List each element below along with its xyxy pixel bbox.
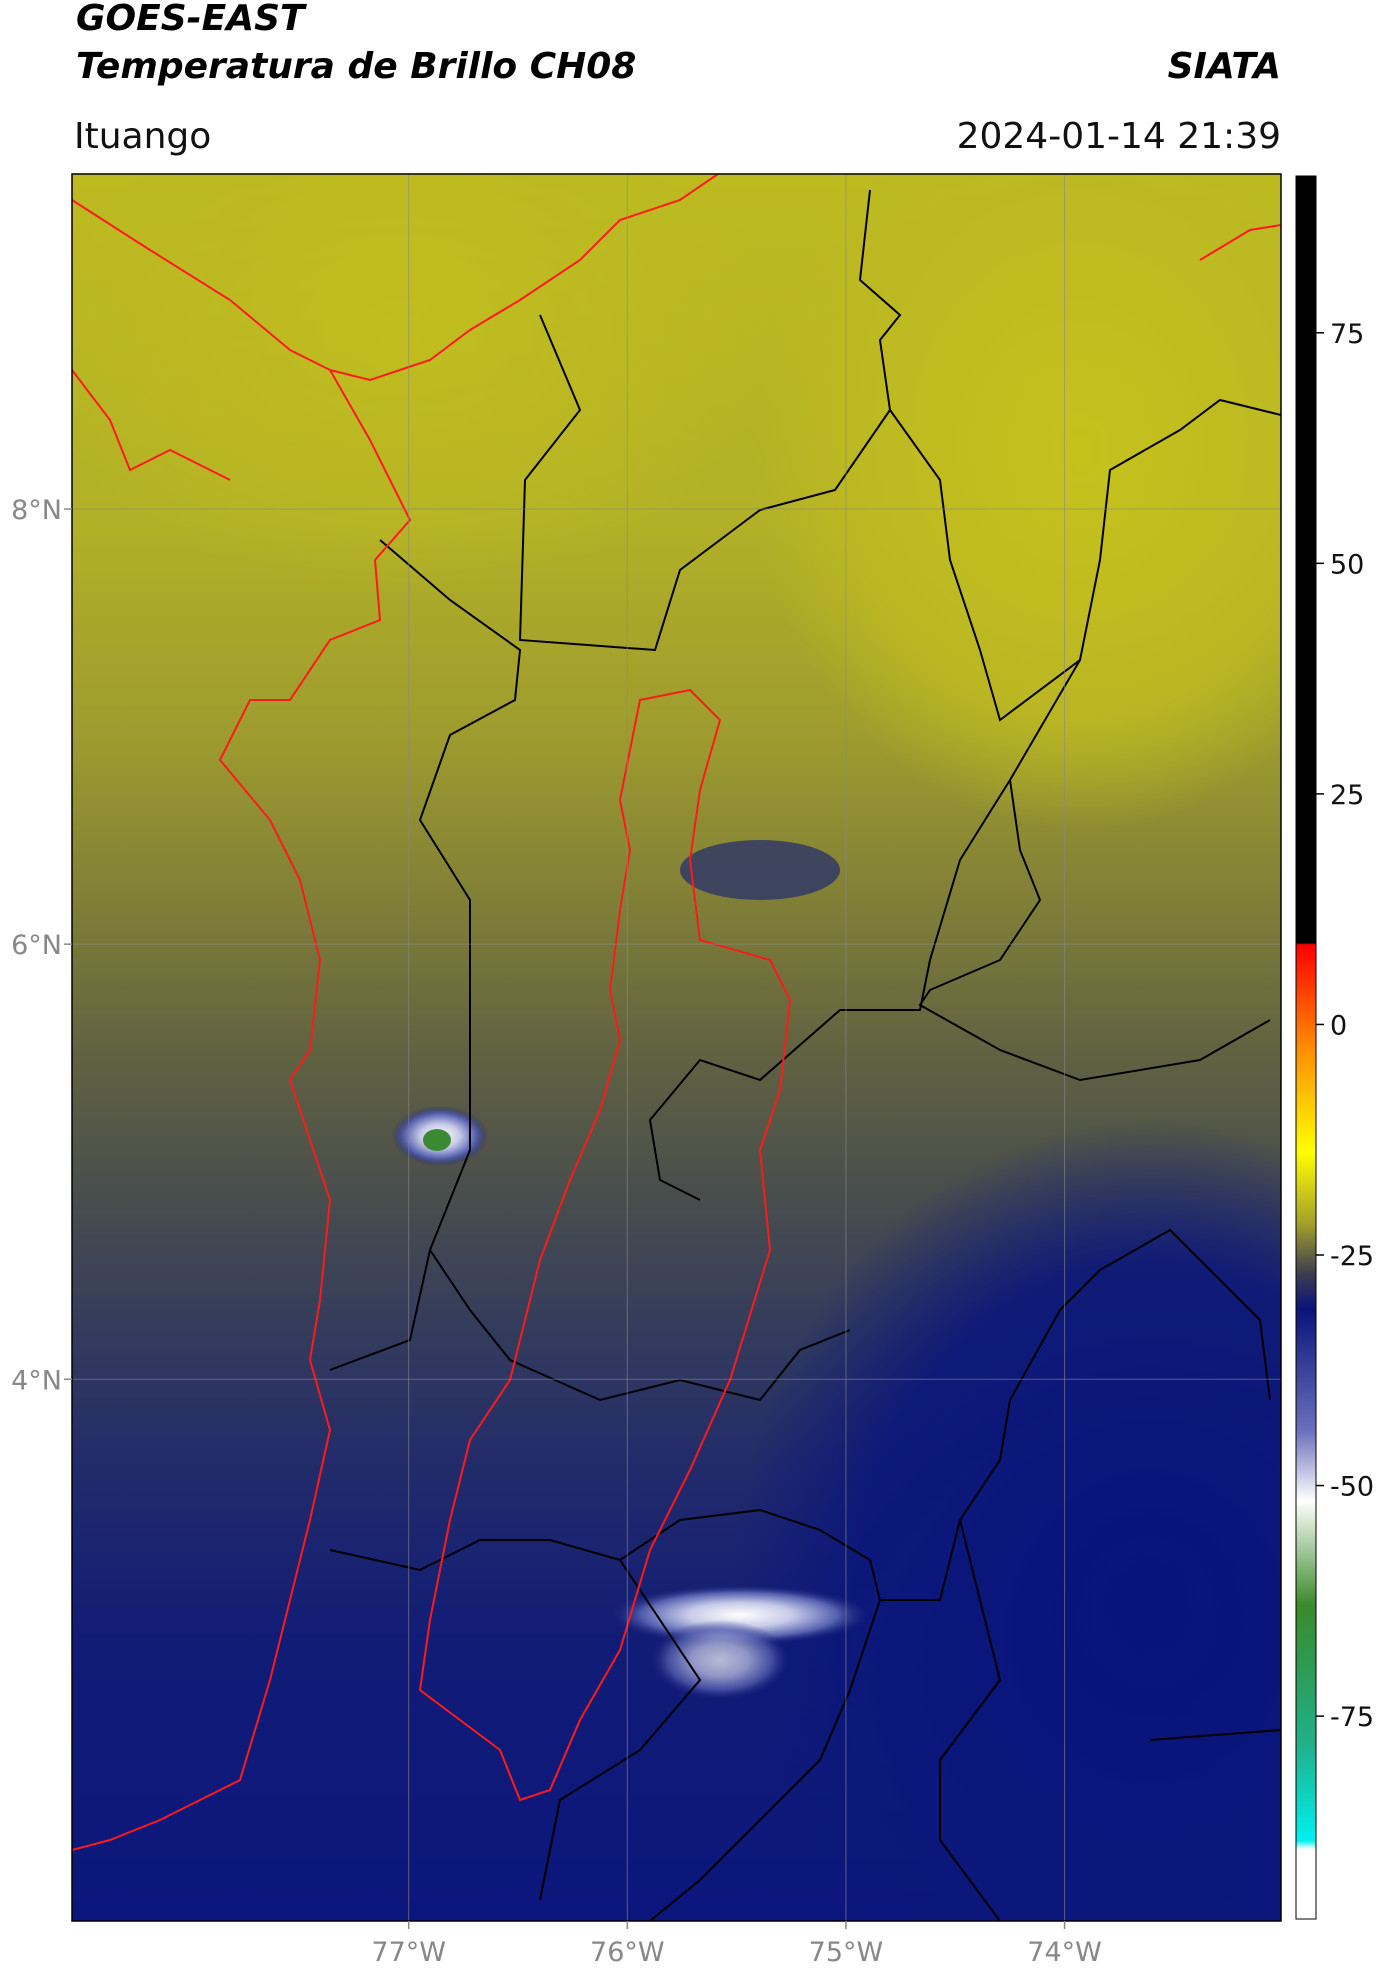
y-tick-label: 8°N bbox=[11, 495, 62, 526]
subtitle: Temperatura de Brillo CH08 bbox=[76, 46, 636, 87]
colorbar-tick-label: 25 bbox=[1330, 780, 1364, 811]
credit: SIATA bbox=[1168, 46, 1281, 87]
map-frame bbox=[71, 173, 1282, 1922]
title: GOES-EAST bbox=[76, 0, 307, 39]
x-tick-label: 75°W bbox=[809, 1937, 884, 1968]
colorbar-tick-label: 0 bbox=[1330, 1010, 1347, 1041]
x-tick-label: 77°W bbox=[371, 1937, 446, 1968]
map-image bbox=[72, 174, 1281, 1921]
colorbar-tick-label: -75 bbox=[1330, 1702, 1374, 1733]
datetime: 2024-01-14 21:39 bbox=[957, 116, 1281, 157]
colorbar-tick-label: 50 bbox=[1330, 549, 1364, 580]
x-tick-label: 76°W bbox=[590, 1937, 665, 1968]
y-tick-label: 4°N bbox=[11, 1365, 62, 1396]
colorbar bbox=[1295, 175, 1317, 1920]
location: Ituango bbox=[74, 116, 211, 157]
colorbar-tick-label: 75 bbox=[1330, 319, 1364, 350]
colorbar-tick-label: -50 bbox=[1330, 1472, 1374, 1503]
colorbar-tick-label: -25 bbox=[1330, 1241, 1374, 1272]
x-tick-label: 74°W bbox=[1027, 1937, 1102, 1968]
y-tick-label: 6°N bbox=[11, 930, 62, 961]
